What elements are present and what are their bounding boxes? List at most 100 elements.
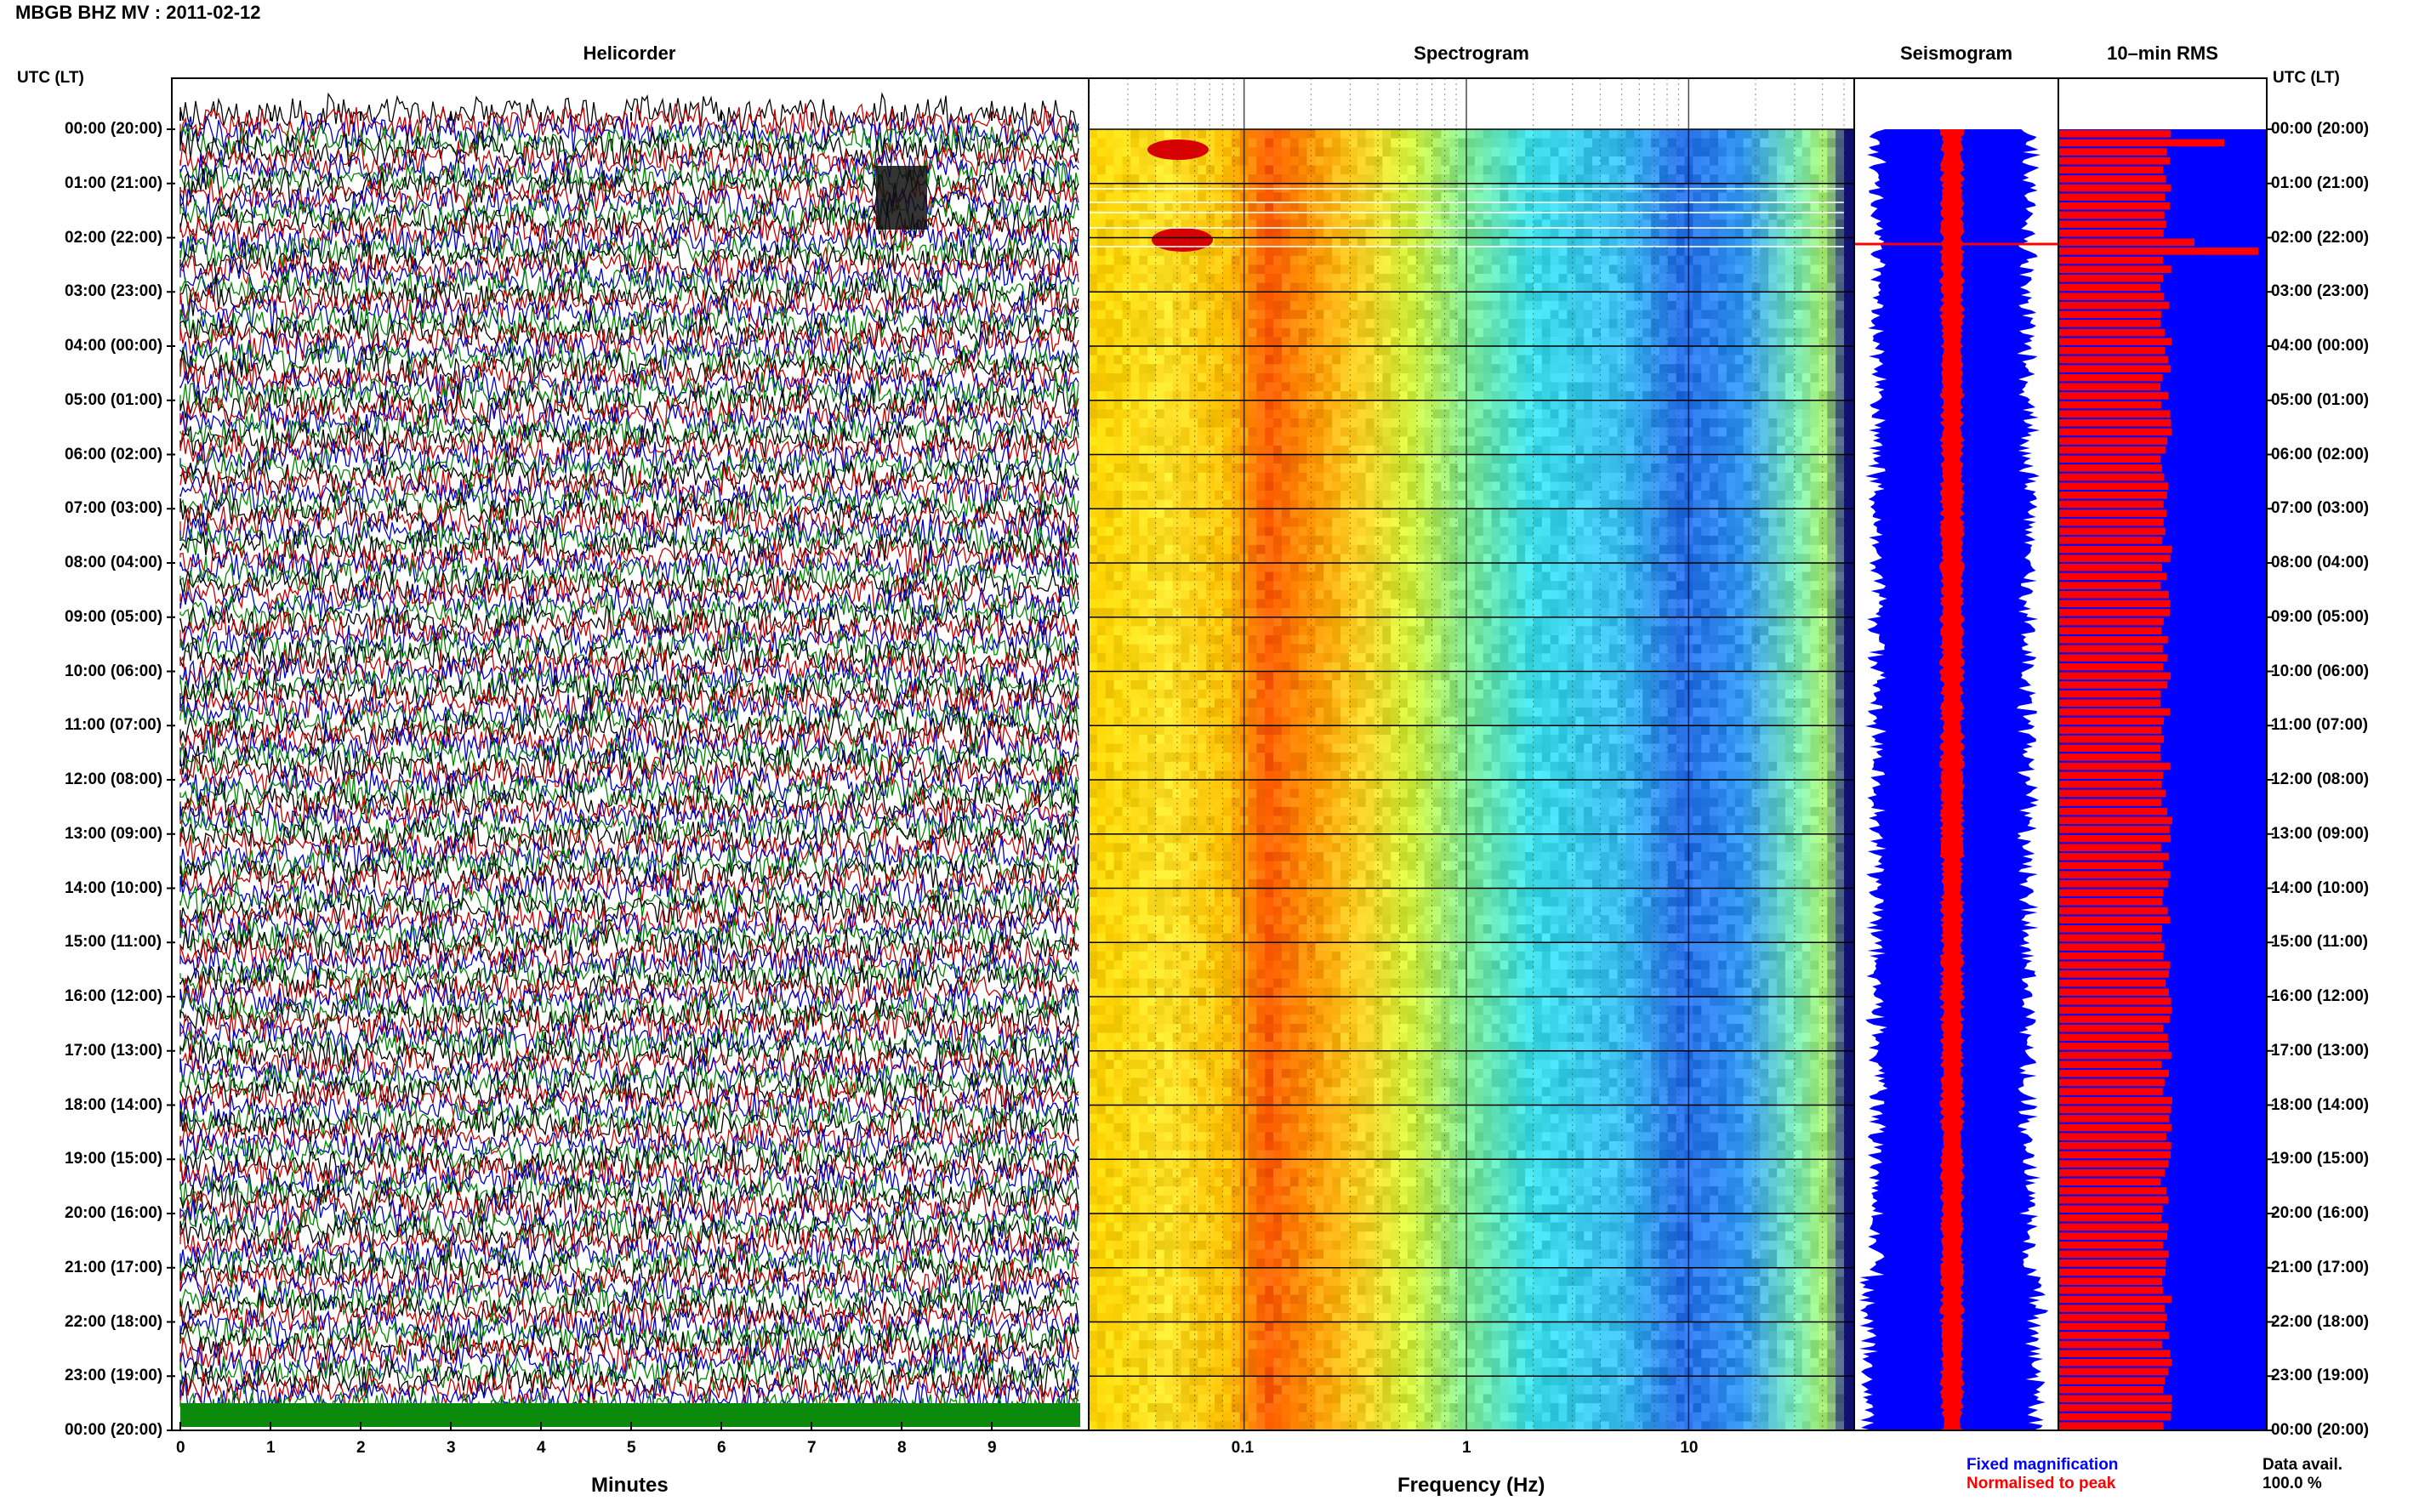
spectrogram-cell: [1449, 228, 1459, 239]
spectrogram-cell: [1289, 355, 1300, 365]
spectrogram-cell: [1122, 554, 1131, 564]
spectrogram-cell: [1701, 210, 1710, 220]
spectrogram-cell: [1760, 536, 1769, 546]
spectrogram-cell: [1784, 210, 1795, 220]
spectrogram-cell: [1592, 563, 1602, 573]
spectrogram-cell: [1340, 391, 1350, 401]
spectrogram-cell: [1181, 319, 1190, 329]
spectrogram-cell: [1407, 418, 1417, 429]
spectrogram-cell: [1155, 247, 1165, 257]
spectrogram-cell: [1768, 319, 1778, 329]
spectrogram-cell: [1113, 589, 1124, 600]
spectrogram-cell: [1441, 327, 1450, 338]
spectrogram-cell: [1533, 237, 1543, 247]
spectrogram-cell: [1760, 264, 1769, 275]
spectrogram-cell: [1768, 219, 1778, 230]
spectrogram-cell: [1617, 219, 1627, 230]
spectrogram-cell: [1676, 589, 1686, 600]
spectrogram-cell: [1189, 481, 1198, 492]
spectrogram-cell: [1449, 427, 1459, 437]
spectrogram-cell: [1525, 581, 1534, 591]
spectrogram-cell: [1533, 202, 1543, 212]
spectrogram-cell: [1365, 210, 1375, 220]
spectrogram-cell: [1424, 210, 1434, 220]
spectrogram-cell: [1608, 445, 1619, 456]
spectrogram-cell: [1357, 210, 1367, 220]
spectrogram-cell: [1315, 237, 1324, 247]
spectrogram-cell: [1651, 310, 1660, 320]
spectrogram-cell: [1130, 192, 1140, 202]
spectrogram-cell: [1122, 129, 1131, 139]
spectrogram-cell: [1625, 319, 1635, 329]
spectrogram-cell: [1139, 454, 1148, 464]
spectrogram-cell: [1399, 436, 1409, 446]
spectrogram-cell: [1617, 608, 1627, 618]
spectrogram-cell: [1399, 282, 1409, 293]
spectrogram-cell: [1474, 491, 1484, 501]
spectrogram-cell: [1441, 264, 1450, 275]
spectrogram-cell: [1466, 427, 1476, 437]
spectrogram-cell: [1407, 536, 1417, 546]
spectrogram-cell: [1181, 544, 1190, 554]
spectrogram-cell: [1458, 355, 1467, 365]
spectrogram-cell: [1348, 165, 1358, 175]
spectrogram-cell: [1693, 147, 1702, 157]
spectrogram-cell: [1164, 174, 1174, 185]
spectrogram-cell: [1113, 364, 1124, 374]
spectrogram-cell: [1508, 327, 1517, 338]
spectrogram-cell: [1441, 436, 1450, 446]
spectrogram-cell: [1130, 247, 1140, 257]
spectrogram-cell: [1819, 382, 1828, 392]
spectrogram-cell: [1667, 210, 1677, 220]
spectrogram-cell: [1483, 409, 1493, 419]
spectrogram-cell: [1458, 192, 1467, 202]
spectrogram-cell: [1676, 409, 1686, 419]
helicorder-trace: [179, 282, 1079, 326]
spectrogram-cell: [1600, 237, 1610, 247]
spectrogram-cell: [1105, 544, 1115, 554]
spectrogram-cell: [1634, 147, 1643, 157]
spectrogram-cell: [1550, 544, 1560, 554]
helicorder-trace: [179, 1286, 1079, 1329]
spectrogram-cell: [1273, 563, 1283, 573]
spectrogram-cell: [1206, 608, 1215, 618]
spectrogram-cell: [1164, 255, 1174, 265]
spectrogram-cell: [1701, 274, 1710, 284]
spectrogram-cell: [1667, 300, 1677, 311]
spectrogram-cell: [1483, 544, 1493, 554]
spectrogram-cell: [1113, 372, 1124, 384]
spectrogram-cell: [1407, 526, 1417, 537]
spectrogram-cell: [1198, 463, 1207, 474]
spectrogram-cell: [1726, 147, 1736, 157]
spectrogram-cell: [1281, 355, 1291, 365]
spectrogram-cell: [1248, 391, 1257, 401]
spectrogram-cell: [1315, 491, 1324, 501]
spectrogram-cell: [1718, 563, 1727, 573]
spectrogram-cell: [1508, 364, 1517, 374]
spectrogram-cell: [1836, 509, 1845, 519]
spectrogram-cell: [1541, 129, 1551, 139]
spectrogram-cell: [1533, 138, 1543, 148]
spectrogram-cell: [1147, 165, 1157, 175]
spectrogram-cell: [1608, 264, 1619, 275]
spectrogram-cell: [1458, 147, 1467, 157]
spectrogram-cell: [1155, 589, 1165, 600]
spectrogram-cell: [1281, 192, 1291, 202]
spectrogram-cell: [1181, 499, 1190, 509]
spectrogram-cell: [1751, 481, 1761, 492]
spectrogram-cell: [1651, 509, 1660, 519]
spectrogram-cell: [1147, 346, 1157, 356]
spectrogram-cell: [1222, 174, 1232, 185]
spectrogram-cell: [1231, 292, 1241, 302]
spectrogram-cell: [1231, 571, 1241, 582]
spectrogram-cell: [1273, 319, 1283, 329]
spectrogram-cell: [1743, 382, 1753, 392]
spectrogram-cell: [1558, 300, 1568, 311]
spectrogram-cell: [1382, 517, 1392, 528]
spectrogram-cell: [1424, 174, 1434, 185]
spectrogram-cell: [1273, 255, 1283, 265]
spectrogram-cell: [1323, 300, 1333, 311]
spectrogram-cell: [1265, 544, 1274, 554]
spectrogram-cell: [1222, 237, 1232, 247]
spectrogram-cell: [1810, 355, 1819, 365]
